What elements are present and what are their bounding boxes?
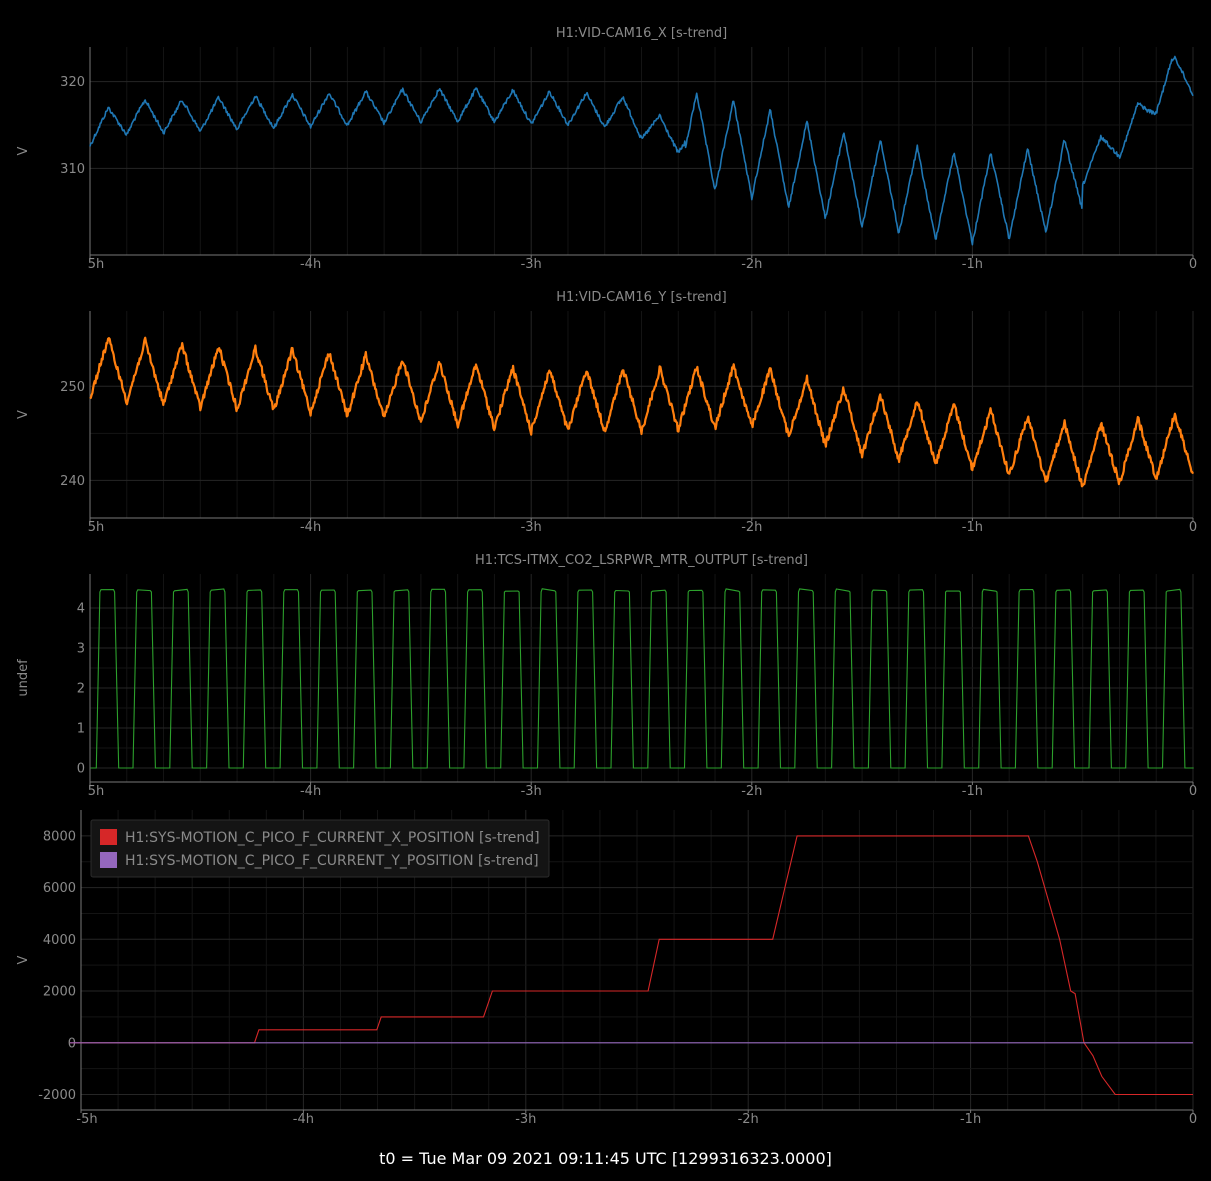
x-tick-label: -3h bbox=[521, 784, 542, 799]
y-tick-label: -2000 bbox=[38, 1088, 76, 1103]
y-axis-label: V bbox=[16, 146, 31, 155]
x-tick-label: 0 bbox=[1189, 520, 1197, 535]
chart-panel-4: -2000 0 2000 4000 6000 8000 -5h -4h -3h -2h -1h 0 V H… bbox=[16, 810, 1197, 1127]
y-tick-label: 3 bbox=[77, 642, 85, 657]
y-tick-label: 0 bbox=[68, 1036, 76, 1051]
x-tick-label: -3h bbox=[515, 1112, 536, 1127]
legend-label: H1:SYS-MOTION_C_PICO_F_CURRENT_X_POSITIO… bbox=[125, 830, 540, 846]
chart-title: H1:VID-CAM16_Y [s-trend] bbox=[556, 290, 726, 305]
x-tick-label: -2h bbox=[741, 257, 762, 272]
y-tick-label: 320 bbox=[60, 75, 85, 90]
legend-swatch bbox=[100, 852, 117, 868]
y-tick-label: 2000 bbox=[43, 985, 76, 1000]
x-tick-label: 0 bbox=[1189, 257, 1197, 272]
x-tick-label: -1h bbox=[960, 1112, 981, 1127]
chart-title: H1:VID-CAM16_X [s-trend] bbox=[556, 26, 727, 41]
x-tick-label: -1h bbox=[962, 257, 983, 272]
x-tick-label: -4h bbox=[300, 520, 321, 535]
time-origin-label: t0 = Tue Mar 09 2021 09:11:45 UTC [12993… bbox=[379, 1149, 832, 1168]
x-tick-label: -2h bbox=[741, 520, 762, 535]
x-tick-label: -2h bbox=[738, 1112, 759, 1127]
y-axis-label: V bbox=[16, 955, 31, 964]
x-tick-label: -1h bbox=[962, 784, 983, 799]
series-line bbox=[89, 55, 1194, 246]
x-tick-label: -4h bbox=[300, 784, 321, 799]
chart-panel-3: 0 1 2 3 4 5h -4h -3h -2h -1h 0 H1:TCS-ITMX_CO2_LSRP… bbox=[16, 553, 1197, 799]
y-tick-label: 4 bbox=[77, 602, 85, 617]
y-axis-label: V bbox=[16, 410, 31, 419]
y-tick-label: 6000 bbox=[43, 881, 76, 896]
x-tick-label: -1h bbox=[962, 520, 983, 535]
x-tick-label: -4h bbox=[293, 1112, 314, 1127]
x-tick-label: 5h bbox=[88, 784, 105, 799]
y-tick-label: 310 bbox=[60, 162, 85, 177]
series-line bbox=[89, 336, 1195, 488]
y-tick-label: 240 bbox=[60, 474, 85, 489]
chart-title: H1:TCS-ITMX_CO2_LSRPWR_MTR_OUTPUT [s-tre… bbox=[475, 553, 808, 568]
y-axis-label: undef bbox=[16, 659, 31, 697]
legend-box bbox=[90, 819, 550, 878]
chart-legend: H1:SYS-MOTION_C_PICO_F_CURRENT_X_POSITIO… bbox=[90, 819, 550, 878]
x-tick-label: -3h bbox=[521, 520, 542, 535]
y-tick-label: 4000 bbox=[43, 933, 76, 948]
chart-panel-2: 240 250 5h -4h -3h -2h -1h 0 H1:VID-CAM16_Y [s-t… bbox=[16, 290, 1197, 535]
y-tick-label: 8000 bbox=[43, 829, 76, 844]
y-tick-label: 2 bbox=[77, 682, 85, 697]
x-tick-label: -5h bbox=[76, 1112, 97, 1127]
y-tick-label: 250 bbox=[60, 380, 85, 395]
series-line-x-position bbox=[69, 835, 1193, 1096]
x-tick-label: -4h bbox=[300, 257, 321, 272]
x-tick-label: 0 bbox=[1189, 1112, 1197, 1127]
y-tick-label: 0 bbox=[77, 762, 85, 777]
x-tick-label: -3h bbox=[521, 257, 542, 272]
legend-label: H1:SYS-MOTION_C_PICO_F_CURRENT_Y_POSITIO… bbox=[125, 853, 539, 869]
y-tick-label: 1 bbox=[77, 722, 85, 737]
x-tick-label: 0 bbox=[1189, 784, 1197, 799]
legend-swatch bbox=[100, 829, 117, 845]
x-tick-label: 5h bbox=[88, 257, 105, 272]
x-tick-label: -2h bbox=[741, 784, 762, 799]
chart-panel-1: 310 320 5h -4h -3h -2h -1h 0 H1:VID-CAM16_X [s-t… bbox=[16, 26, 1197, 272]
x-tick-label: 5h bbox=[88, 520, 105, 535]
series-line bbox=[90, 588, 1194, 769]
